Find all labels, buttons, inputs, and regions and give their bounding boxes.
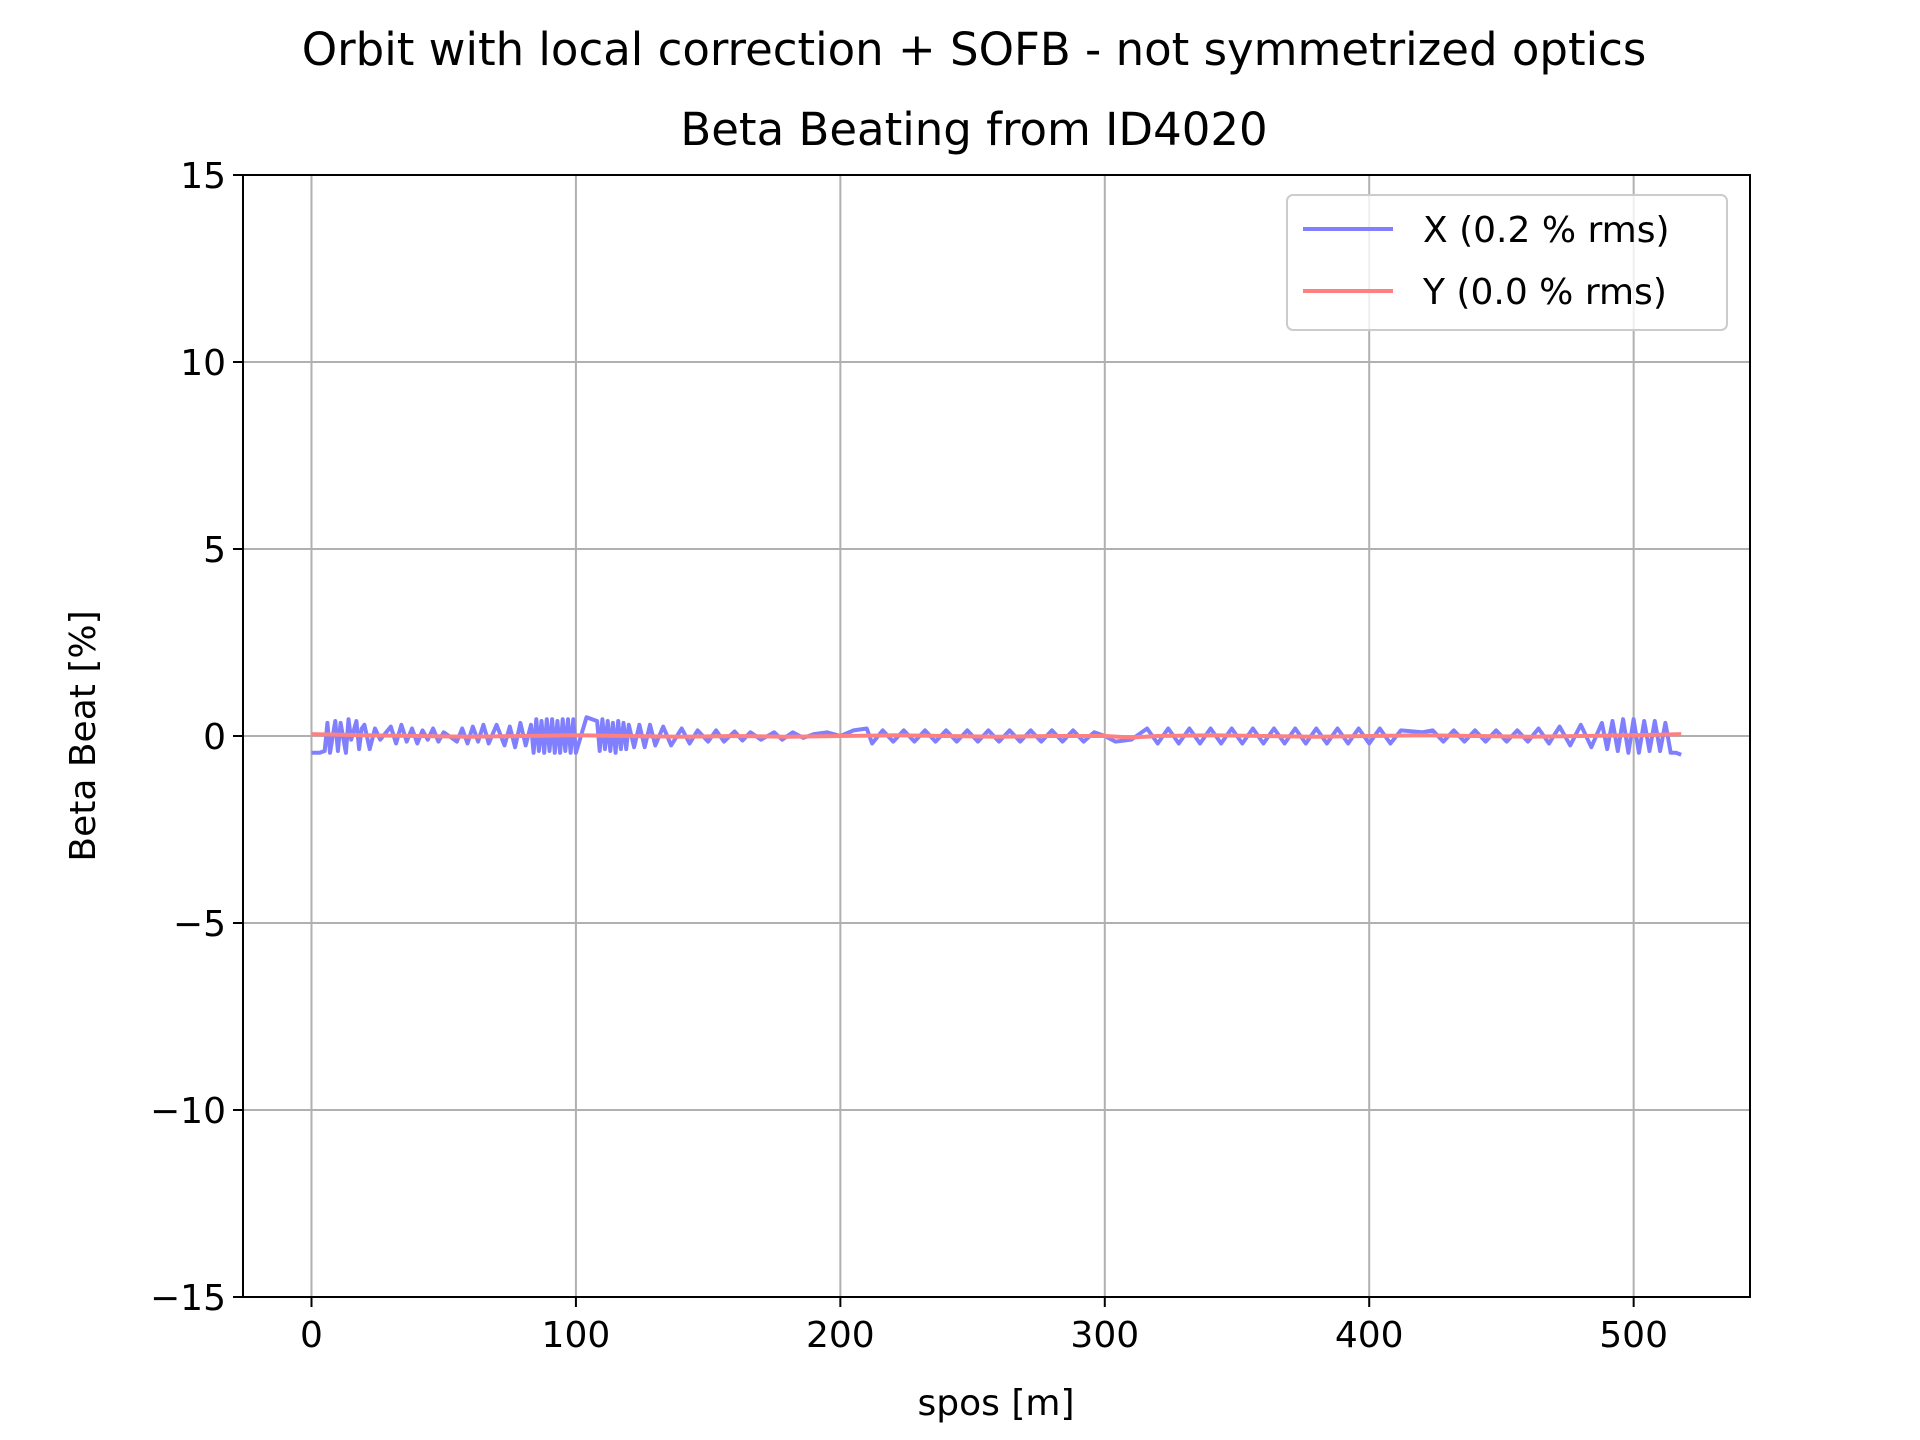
x-tick-label: 500 [1599,1315,1668,1356]
chart-subtitle: Beta Beating from ID4020 [680,103,1267,156]
y-tick-label: 5 [203,530,226,571]
series-layer [311,715,1682,757]
series-line-y [311,732,1682,740]
x-axis-label: spos [m] [918,1383,1075,1424]
x-tick-label: 400 [1335,1315,1404,1356]
legend: X (0.2 % rms) Y (0.0 % rms) [1286,194,1728,331]
y-axis-ticks: −15 −10 −5 0 5 10 15 [150,156,243,1319]
x-tick-label: 300 [1070,1315,1139,1356]
y-tick-label: 15 [180,156,226,197]
series-line-x [311,715,1682,757]
x-tick-label: 0 [300,1315,323,1356]
x-tick-label: 100 [542,1315,611,1356]
legend-label-x: X (0.2 % rms) [1423,210,1670,251]
legend-box [1286,194,1728,331]
y-axis-label: Beta Beat [%] [63,610,104,861]
x-axis-ticks: 0 100 200 300 400 500 [300,1297,1668,1356]
x-tick-label: 200 [806,1315,875,1356]
y-tick-label: −15 [150,1278,226,1319]
y-tick-label: 0 [203,717,226,758]
y-tick-label: 10 [180,343,226,384]
legend-label-y: Y (0.0 % rms) [1422,272,1667,313]
y-tick-label: −5 [173,904,226,945]
y-tick-label: −10 [150,1091,226,1132]
chart-title: Orbit with local correction + SOFB - not… [302,23,1647,76]
